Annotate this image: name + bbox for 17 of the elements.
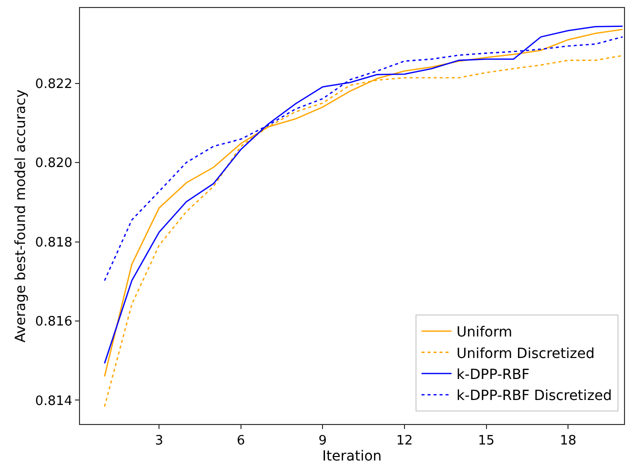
- x-tick-label: 12: [396, 434, 413, 449]
- legend-label: Uniform Discretized: [456, 346, 595, 362]
- legend-label: Uniform: [456, 324, 512, 341]
- x-tick-label: 15: [478, 434, 495, 449]
- y-tick-label: 0.820: [35, 156, 72, 172]
- x-tick-label: 6: [236, 434, 246, 449]
- y-axis-title: Average best-found model accuracy: [12, 89, 29, 343]
- x-axis-title: Iteration: [322, 448, 382, 465]
- legend-label: k-DPP-RBF: [456, 366, 530, 383]
- y-tick-label: 0.816: [35, 314, 72, 330]
- y-tick-label: 0.818: [35, 235, 72, 250]
- x-tick-label: 3: [154, 434, 164, 449]
- y-tick-label: 0.822: [35, 76, 72, 92]
- x-tick-label: 18: [560, 434, 576, 449]
- x-tick-label: 9: [318, 434, 327, 449]
- y-tick-label: 0.814: [35, 394, 72, 409]
- legend-label: k-DPP-RBF Discretized: [456, 388, 612, 404]
